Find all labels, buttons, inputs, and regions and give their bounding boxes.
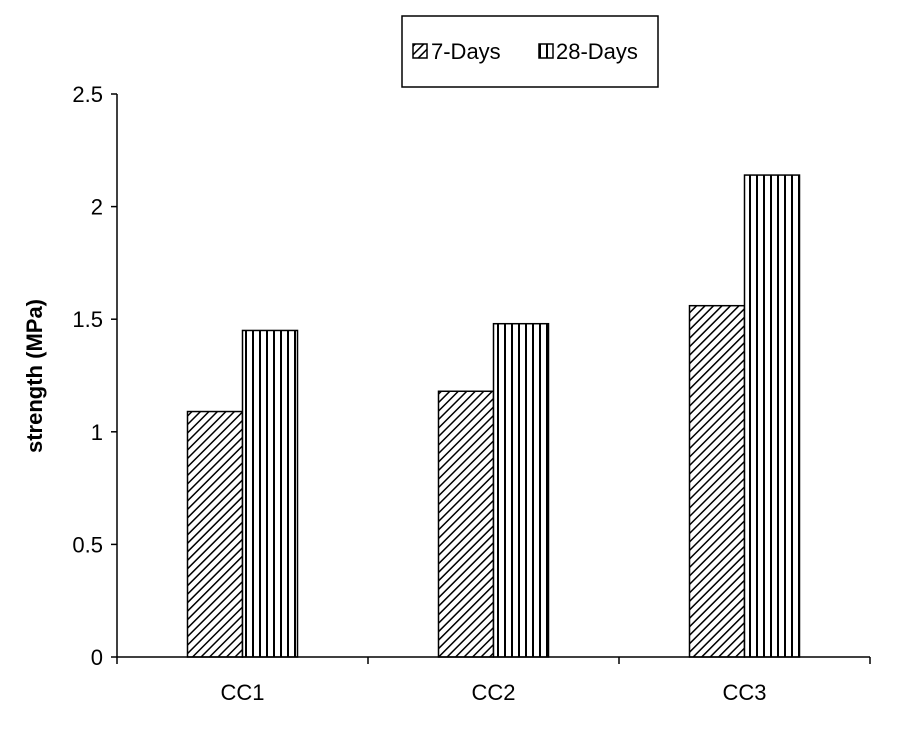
x-category-label: CC3 — [722, 680, 766, 705]
y-axis-title: strength (MPa) — [22, 299, 47, 453]
y-tick-label: 2.5 — [72, 82, 103, 107]
legend-box — [401, 15, 659, 88]
y-tick-label: 2 — [91, 195, 103, 220]
y-tick-label: 1 — [91, 420, 103, 445]
bar-7-days-cc2 — [437, 390, 495, 658]
y-axis-ticks: 0 0.5 1 1.5 2 2.5 — [72, 82, 103, 670]
y-axis — [111, 93, 118, 658]
bar-7-days-cc3 — [688, 304, 746, 658]
bar-28-days-cc3 — [743, 174, 801, 658]
legend-swatch-28-days — [538, 43, 554, 59]
y-tick-label: 0.5 — [72, 532, 103, 557]
x-axis: CC1 CC2 CC3 — [116, 656, 871, 705]
y-tick-label: 0 — [91, 645, 103, 670]
x-category-label: CC1 — [220, 680, 264, 705]
bars — [186, 174, 801, 658]
y-tick-label: 1.5 — [72, 307, 103, 332]
bar-7-days-cc1 — [186, 410, 244, 658]
legend-label-28-days: 28-Days — [556, 39, 638, 64]
x-category-label: CC2 — [471, 680, 515, 705]
legend: 7-Days 28-Days — [401, 15, 659, 88]
bar-28-days-cc2 — [492, 322, 550, 658]
bar-28-days-cc1 — [241, 329, 299, 658]
legend-swatch-7-days — [412, 43, 428, 59]
legend-label-7-days: 7-Days — [431, 39, 501, 64]
